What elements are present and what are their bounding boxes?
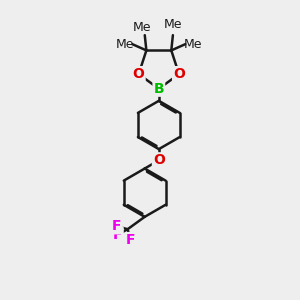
Text: F: F: [113, 228, 123, 242]
Text: O: O: [153, 153, 165, 167]
Text: Me: Me: [183, 38, 202, 51]
Text: Me: Me: [116, 38, 134, 51]
Text: Me: Me: [164, 18, 182, 31]
Text: O: O: [133, 67, 145, 81]
Text: B: B: [154, 82, 164, 96]
Text: F: F: [126, 233, 135, 247]
Text: O: O: [173, 67, 185, 81]
Text: F: F: [112, 219, 122, 233]
Text: Me: Me: [133, 21, 152, 34]
